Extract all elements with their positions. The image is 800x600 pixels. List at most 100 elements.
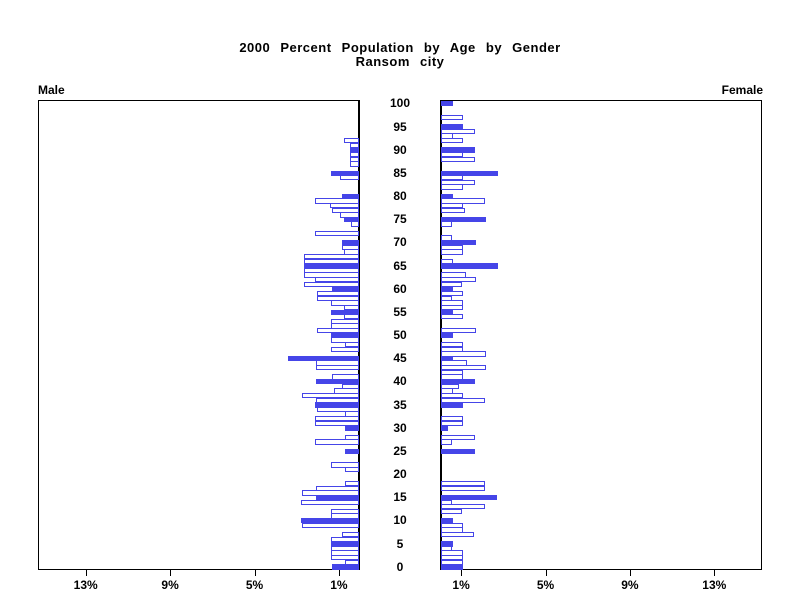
female-bar-age-4: [441, 545, 452, 552]
male-bar-age-34: [316, 406, 359, 413]
female-bar-age-85: [441, 170, 498, 176]
male-bar-age-77: [331, 207, 359, 213]
male-bar-age-14: [301, 499, 359, 505]
male-bar-age-38: [333, 388, 359, 394]
female-tick-5pct: [545, 570, 547, 576]
male-bar-age-67: [304, 253, 359, 260]
female-bar-age-38: [441, 388, 453, 394]
male-bar-age-48: [345, 341, 359, 348]
male-bar-age-33: [345, 411, 359, 417]
age-tick-label-40: 40: [393, 374, 407, 389]
male-tick-13pct: [85, 570, 87, 576]
male-bar-age-68: [344, 249, 359, 255]
age-tick-label-30: 30: [393, 420, 407, 435]
female-bar-age-70: [441, 240, 476, 246]
age-tick-label-80: 80: [393, 189, 407, 203]
female-bar-age-68: [441, 249, 464, 255]
age-tick-label-60: 60: [393, 281, 407, 296]
male-bar-age-31: [314, 420, 359, 427]
female-bar-age-60: [441, 286, 453, 292]
male-bar-age-3: [330, 550, 359, 556]
male-bar-age-49: [330, 337, 359, 343]
male-bar-age-41: [331, 374, 359, 380]
age-tick-label-75: 75: [393, 212, 407, 227]
male-bar-age-61: [304, 281, 359, 288]
male-bar-age-39: [342, 383, 359, 389]
female-bar-age-77: [441, 207, 466, 213]
male-tick-1pct: [338, 570, 340, 576]
female-bar-age-97: [441, 114, 464, 121]
female-bar-age-79: [441, 198, 486, 204]
female-bar-age-32: [441, 416, 464, 422]
female-bar-age-13: [441, 504, 486, 510]
male-tick-label-9pct: 9%: [161, 578, 179, 592]
female-bar-age-12: [441, 508, 463, 515]
male-bar-age-89: [349, 151, 359, 158]
male-bar-age-15: [315, 494, 359, 501]
female-bar-age-69: [441, 244, 464, 250]
female-bar-age-8: [441, 527, 464, 533]
male-bar-age-47: [330, 346, 359, 352]
female-bar-age-100: [441, 101, 453, 107]
female-bar-age-89: [441, 151, 464, 158]
female-bar-age-90: [441, 147, 475, 153]
age-tick-label-85: 85: [393, 165, 407, 180]
male-bar-age-80: [342, 193, 359, 199]
female-tick-label-9pct: 9%: [621, 578, 639, 592]
male-bar-age-56: [344, 304, 359, 311]
female-bar-age-66: [441, 258, 453, 264]
female-bar-age-93: [441, 133, 453, 139]
female-bar-age-83: [441, 179, 475, 186]
male-bar-age-59: [316, 290, 359, 297]
male-tick-5pct: [254, 570, 256, 576]
age-tick-label-5: 5: [396, 536, 404, 551]
male-bar-age-5: [330, 541, 359, 547]
female-bar-age-36: [441, 397, 486, 403]
female-bar-age-62: [441, 277, 476, 283]
male-bar-age-76: [340, 212, 359, 218]
male-bar-age-10: [301, 518, 359, 524]
male-bar-age-16: [302, 490, 359, 496]
age-tick-label-50: 50: [393, 328, 407, 342]
age-tick-label-25: 25: [393, 443, 407, 458]
male-bar-age-54: [344, 314, 359, 320]
female-bar-age-59: [441, 290, 464, 297]
female-bar-age-5: [441, 541, 453, 547]
male-bar-age-22: [330, 462, 359, 468]
female-bar-age-43: [441, 365, 487, 371]
male-bar-age-0: [331, 564, 359, 570]
female-bar-age-35: [441, 402, 464, 408]
male-tick-label-5pct: 5%: [245, 578, 264, 592]
female-panel-label: Female: [721, 83, 763, 97]
male-bar-age-25: [345, 448, 359, 454]
female-bar-age-82: [441, 184, 464, 190]
female-bar-age-14: [441, 499, 452, 505]
female-bar-age-84: [441, 175, 464, 181]
male-bar-age-88: [349, 156, 359, 162]
female-bar-age-92: [441, 138, 464, 144]
age-tick-label-95: 95: [393, 119, 407, 134]
female-bar-age-0: [441, 564, 464, 570]
female-bar-age-2: [441, 555, 464, 561]
female-bar-age-17: [441, 485, 486, 491]
male-bar-age-91: [349, 142, 359, 149]
female-bar-age-46: [441, 351, 487, 357]
female-bar-age-71: [441, 235, 452, 241]
female-bar-age-1: [441, 559, 464, 566]
male-bar-age-78: [329, 202, 359, 209]
male-bar-age-9: [302, 522, 359, 528]
male-bar-age-17: [315, 485, 359, 491]
female-bar-age-30: [441, 425, 449, 431]
male-bar-age-65: [304, 263, 359, 269]
female-bar-age-3: [441, 550, 464, 556]
male-bar-age-66: [304, 258, 359, 264]
female-bar-age-61: [441, 281, 463, 288]
male-bar-age-51: [316, 328, 359, 334]
female-bar-age-39: [441, 383, 459, 389]
female-bar-age-65: [441, 263, 498, 269]
female-bar-age-95: [441, 124, 464, 130]
female-bar-age-56: [441, 304, 464, 311]
male-bar-age-43: [315, 365, 359, 371]
male-bar-age-72: [314, 230, 359, 237]
female-bar-age-80: [441, 193, 453, 199]
